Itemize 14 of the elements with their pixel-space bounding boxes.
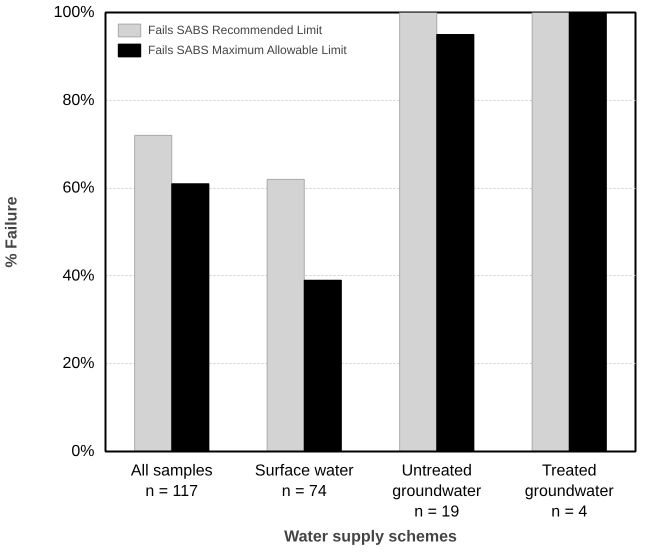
x-tick-label: All samples n = 117 (130, 462, 213, 500)
y-tick-label: 20% (62, 355, 95, 372)
legend-label: Fails SABS Recommended Limit (148, 23, 322, 37)
legend-label: Fails SABS Maximum Allowable Limit (148, 43, 347, 57)
y-tick-label: 40% (62, 267, 95, 284)
x-tick-label: Untreated groundwater n = 19 (392, 462, 482, 520)
y-tick-label: 80% (62, 92, 95, 109)
y-tick-label: 0% (71, 443, 94, 460)
y-tick-label: 60% (62, 180, 95, 197)
y-tick-label: 100% (54, 4, 94, 21)
x-tick-label: Surface water n = 74 (254, 462, 354, 500)
x-axis-title: Water supply schemes (284, 528, 458, 546)
x-tick-label: Treated groundwater n = 4 (524, 462, 614, 520)
y-axis-title: % Failure (4, 196, 21, 268)
